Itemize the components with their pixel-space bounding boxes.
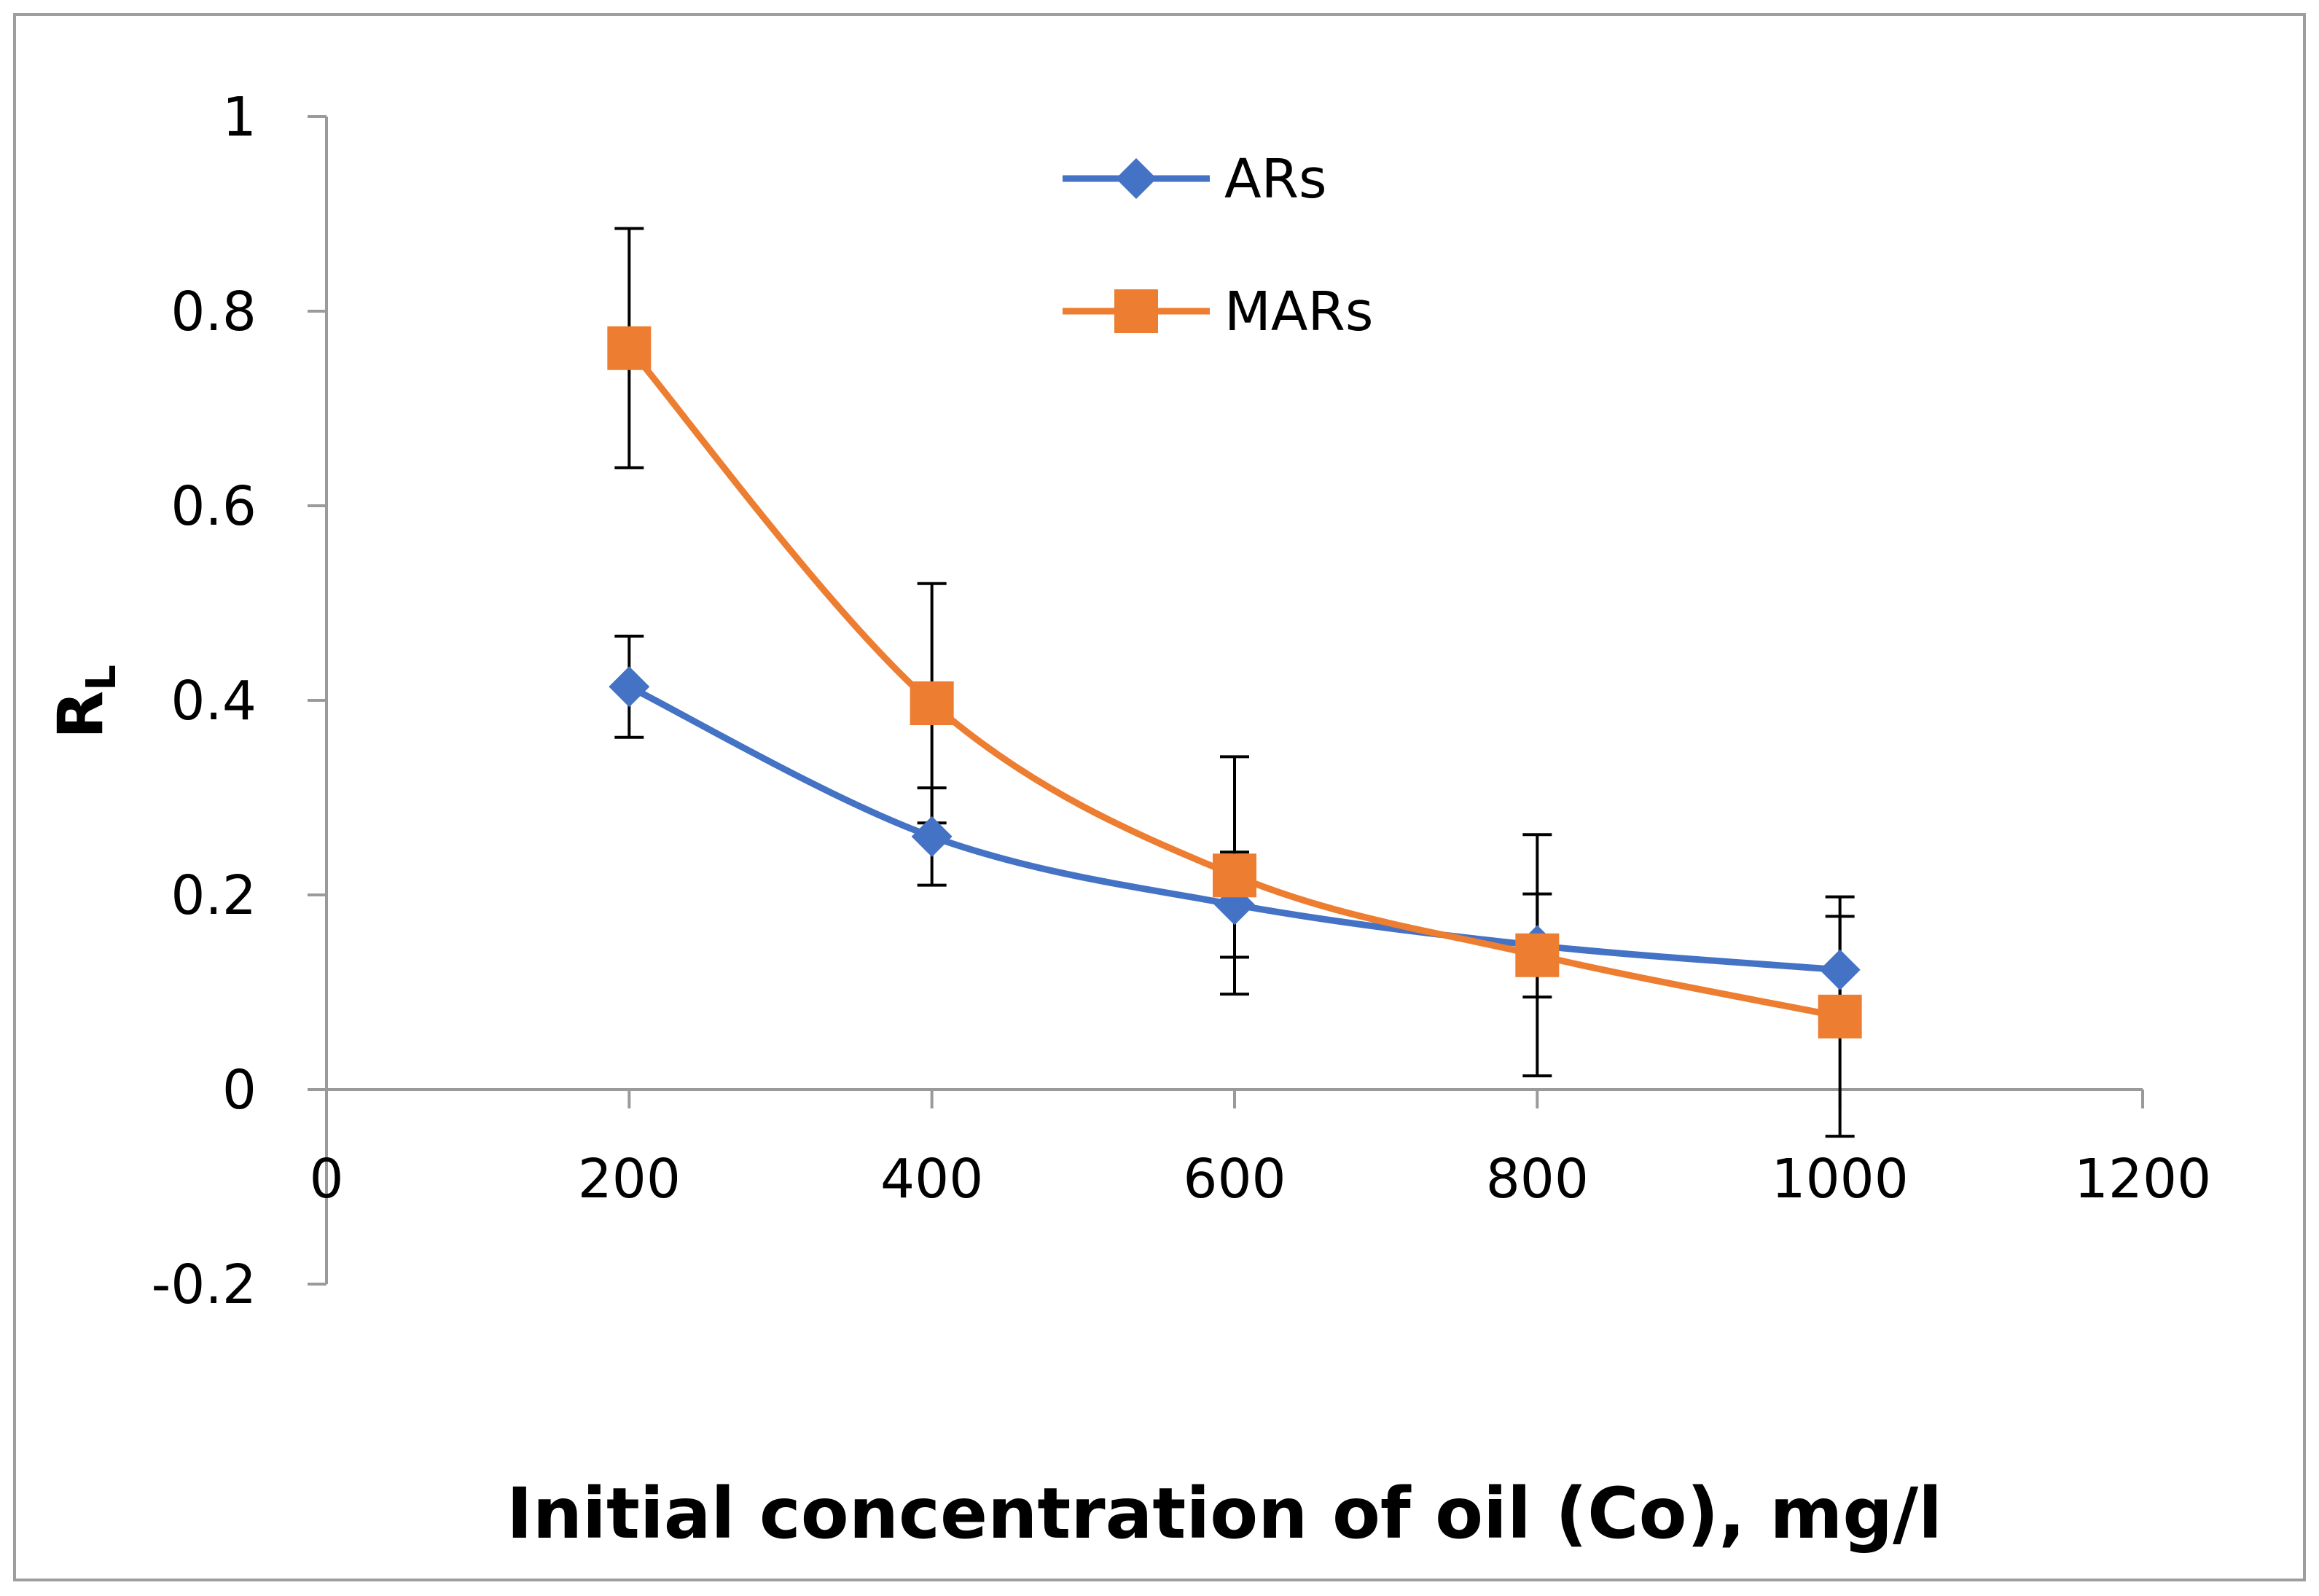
y-tick-label: -0.2 [152,1253,257,1316]
legend-label-MARs: MARs [1224,281,1373,343]
x-tick-label: 800 [1486,1148,1589,1210]
x-tick-label: 1200 [2074,1148,2211,1210]
series-line-MARs [625,345,1844,1020]
legend: ARs MARs [1063,148,1373,343]
y-axis-title-subscript: L [78,665,125,691]
y-axis-title-main: R [44,691,117,739]
y-tick-label: 0 [222,1059,257,1122]
legend-label-ARs: ARs [1224,148,1327,211]
diamond-marker [1819,949,1861,990]
x-tick-label: 0 [309,1148,343,1210]
chart-frame [13,13,2306,1581]
y-tick-label: 0.6 [171,475,257,538]
x-tick-label: 600 [1183,1148,1286,1210]
x-tick-label: 1000 [1772,1148,1909,1210]
diamond-marker [1116,158,1157,199]
y-tick-label: 0.4 [171,670,257,732]
square-marker [1213,853,1256,898]
square-marker [1515,933,1560,977]
square-marker [1818,994,1862,1038]
error-bars [614,227,1855,1138]
square-marker [910,681,954,726]
y-tick-label: 0.2 [171,864,257,927]
x-tick-label: 400 [880,1148,983,1210]
y-axis-title: RL [44,665,125,739]
x-tick-label: 200 [578,1148,681,1210]
diamond-marker [609,666,650,708]
x-axis-title: Initial concentration of oil (Co), mg/l [507,1473,1942,1554]
series-markers [607,326,1862,1038]
axes: -0.2 0 0.2 0.4 0.6 0.8 1 0 200 400 600 800 1000 1200 [152,86,2212,1316]
y-tick-label: 1 [222,86,257,149]
square-marker [607,326,652,370]
square-marker [1114,289,1158,333]
y-tick-label: 0.8 [171,281,257,343]
diamond-marker [911,815,953,857]
